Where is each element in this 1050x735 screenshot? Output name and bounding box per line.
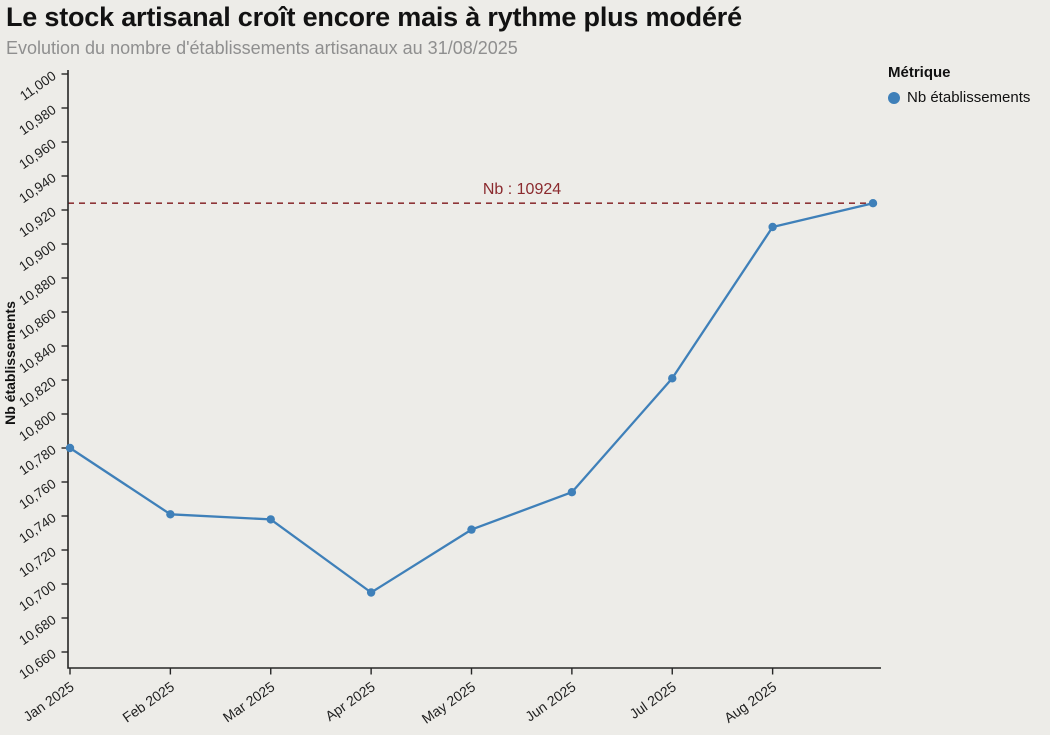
y-tick-label: 10,840 (16, 340, 58, 376)
y-tick-label: 10,980 (16, 102, 58, 138)
data-point[interactable] (65, 443, 75, 453)
y-tick-label: 10,800 (16, 408, 58, 444)
y-tick-label: 11,000 (17, 68, 59, 103)
x-tick-label: Jul 2025 (626, 678, 679, 722)
y-tick-label: 10,780 (16, 442, 58, 478)
y-axis-title: Nb établissements (2, 301, 18, 425)
data-point[interactable] (467, 525, 476, 534)
data-point[interactable] (868, 199, 878, 208)
y-tick-label: 10,700 (16, 578, 58, 614)
y-tick-label: 10,880 (16, 272, 58, 308)
y-tick-label: 10,720 (16, 544, 58, 580)
y-tick-label: 10,660 (16, 646, 58, 682)
legend-item-label: Nb établissements (907, 89, 1031, 106)
y-tick-label: 10,820 (16, 374, 58, 410)
legend: Métrique Nb établissements (888, 64, 1048, 106)
data-point[interactable] (768, 222, 777, 232)
y-tick-label: 10,860 (16, 306, 58, 342)
y-tick-label: 10,900 (16, 238, 58, 274)
legend-title: Métrique (888, 64, 951, 81)
data-point[interactable] (266, 515, 275, 524)
x-tick-label: Feb 2025 (119, 678, 177, 725)
x-tick-label: Mar 2025 (220, 678, 278, 725)
legend-marker-icon (888, 91, 900, 104)
reference-line-label: Nb : 10924 (483, 181, 561, 198)
x-tick-label: Aug 2025 (721, 678, 779, 726)
y-tick-label: 10,960 (16, 136, 58, 172)
y-tick-label: 10,740 (16, 510, 58, 546)
data-point[interactable] (668, 374, 677, 383)
data-line (68, 202, 875, 594)
y-tick-label: 10,680 (16, 612, 58, 648)
y-tick-label: 10,940 (16, 170, 58, 206)
x-tick-label: Apr 2025 (322, 678, 378, 724)
chart-subtitle: Evolution du nombre d'établissements art… (6, 38, 518, 58)
axes-lines (67, 70, 881, 669)
data-point[interactable] (166, 510, 175, 519)
x-tick-label: Jun 2025 (522, 678, 579, 724)
x-tick-label: Jan 2025 (20, 678, 77, 724)
data-point[interactable] (567, 488, 577, 497)
data-point[interactable] (366, 588, 376, 597)
legend-item[interactable]: Nb établissements (888, 89, 1048, 106)
x-tick-label: May 2025 (419, 678, 479, 726)
y-tick-label: 10,920 (16, 204, 58, 240)
chart-title: Le stock artisanal croît encore mais à r… (6, 2, 742, 32)
y-tick-label: 10,760 (16, 476, 58, 512)
